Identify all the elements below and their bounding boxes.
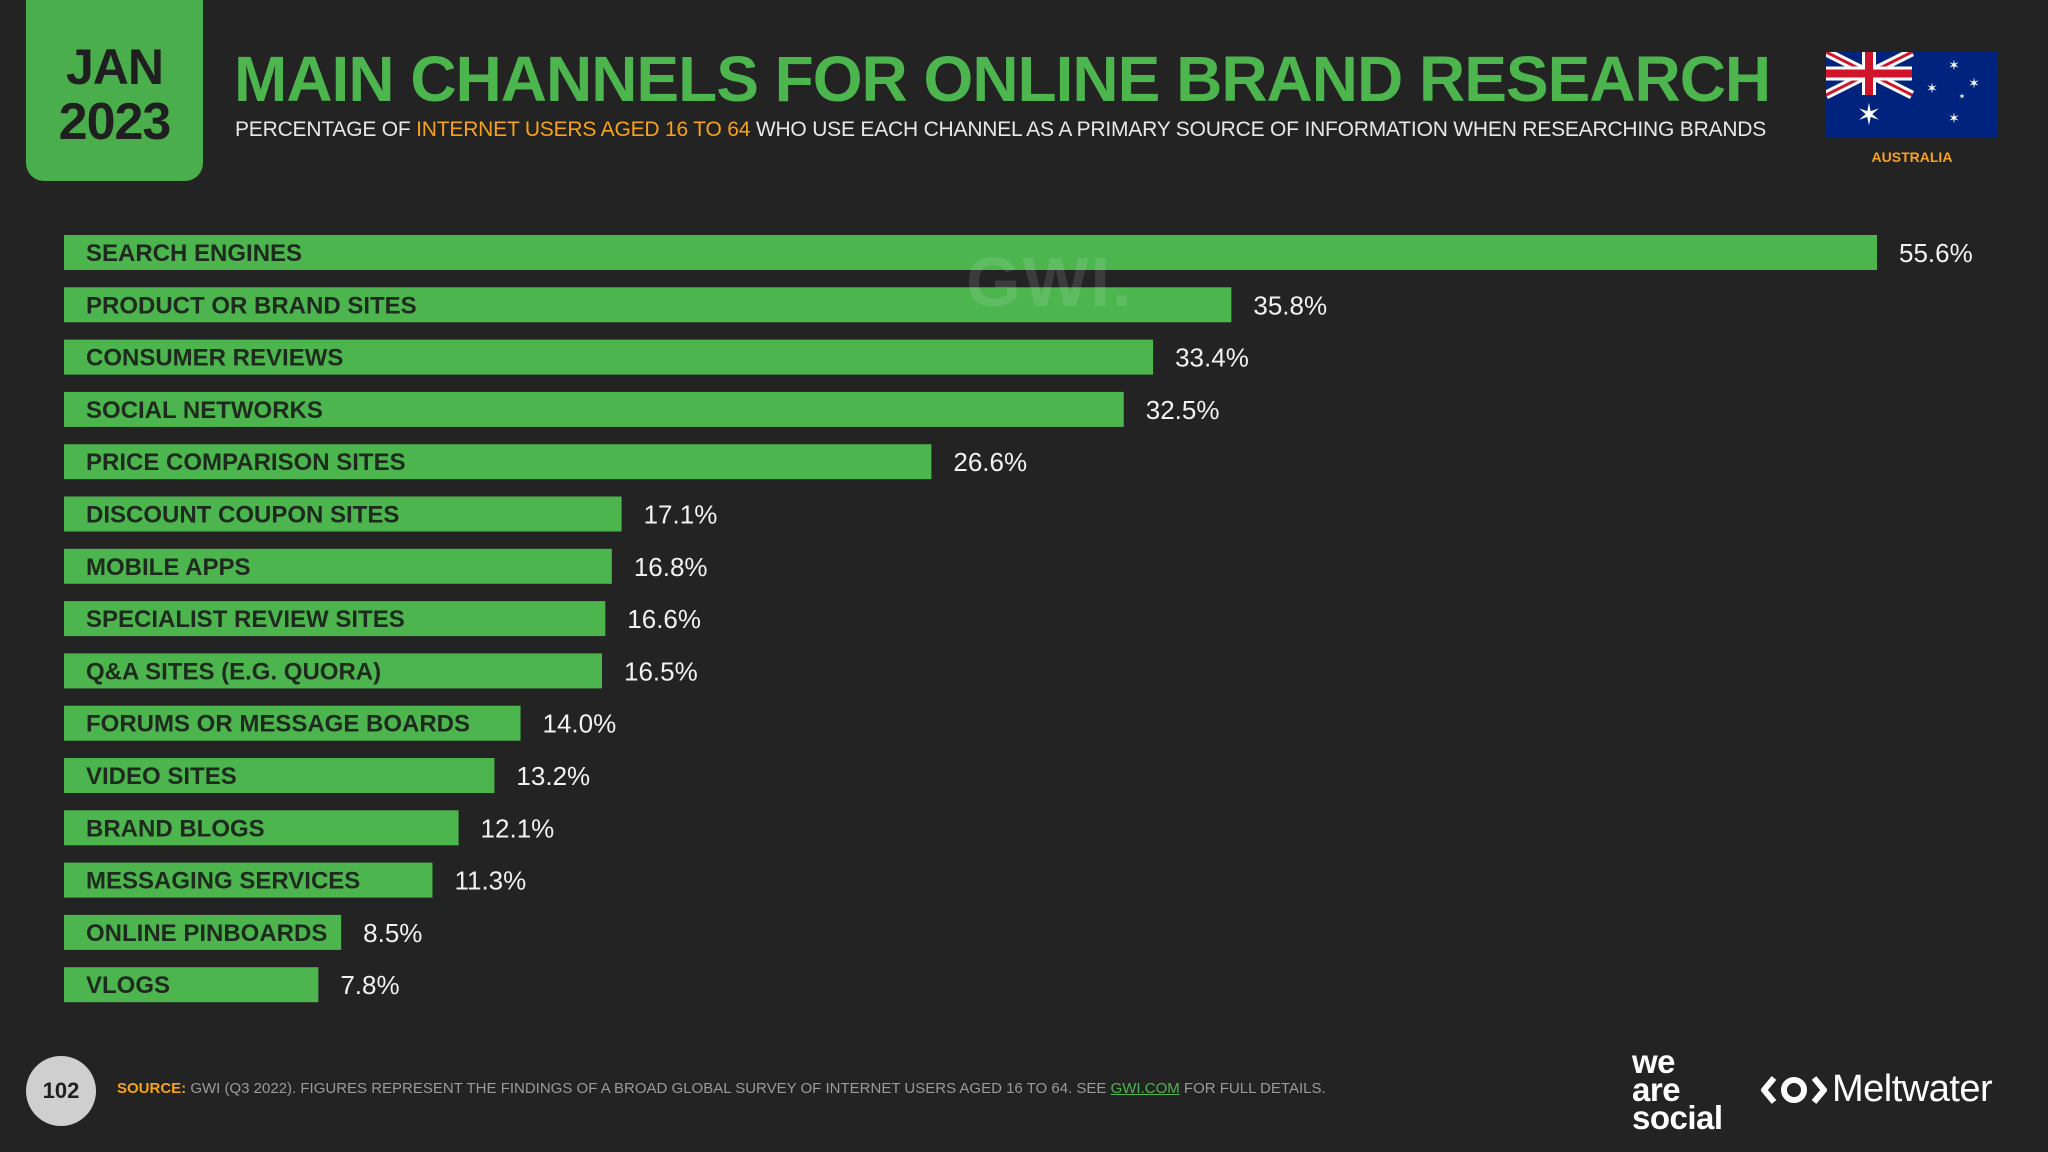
bar-value-label-13: 8.5% <box>363 918 422 948</box>
svg-text:✶: ✶ <box>1948 111 1960 127</box>
bar-value-label-7: 16.6% <box>627 604 701 634</box>
source-link[interactable]: GWI.COM <box>1110 1080 1180 1097</box>
bar-value-label-9: 14.0% <box>543 709 617 739</box>
bar-7 <box>64 601 606 637</box>
bar-category-label-1: PRODUCT OR BRAND SITES <box>86 292 417 319</box>
date-year: 2023 <box>58 92 172 151</box>
page-number: 102 <box>26 1056 96 1126</box>
bar-2 <box>64 339 1154 375</box>
australia-flag-icon: ✶ ✶ ✶ ✶ ✶ ✶ <box>1826 52 1998 138</box>
source-text: GWI (Q3 2022). FIGURES REPRESENT THE FIN… <box>186 1080 1111 1097</box>
bar-value-label-4: 26.6% <box>953 447 1027 477</box>
bar-category-label-12: MESSAGING SERVICES <box>86 868 360 895</box>
svg-text:✶: ✶ <box>1926 81 1938 97</box>
bar-3 <box>64 391 1124 427</box>
bar-value-label-2: 33.4% <box>1175 343 1249 373</box>
meltwater-icon <box>1761 1075 1827 1104</box>
bar-value-label-10: 13.2% <box>516 761 590 791</box>
bar-category-label-3: SOCIAL NETWORKS <box>86 397 323 424</box>
bar-value-label-12: 11.3% <box>454 866 526 896</box>
country-label: AUSTRALIA <box>1871 149 1953 165</box>
bar-5 <box>64 496 622 532</box>
bar-category-label-7: SPECIALIST REVIEW SITES <box>86 606 405 633</box>
bar-11 <box>64 810 459 846</box>
svg-text:✶: ✶ <box>1856 98 1881 133</box>
bar-category-label-9: FORUMS OR MESSAGE BOARDS <box>86 711 470 738</box>
bar-value-label-5: 17.1% <box>644 500 718 530</box>
logo-line-social: social <box>1632 1099 1723 1136</box>
bar-value-label-3: 32.5% <box>1146 395 1220 425</box>
subtitle-highlight: INTERNET USERS AGED 16 TO 64 <box>416 118 751 141</box>
bar-category-label-10: VIDEO SITES <box>86 763 237 790</box>
bar-8 <box>64 653 603 689</box>
svg-text:✶: ✶ <box>1948 58 1960 74</box>
bar-category-label-0: SEARCH ENGINES <box>86 240 302 267</box>
logo-line-we: we <box>1632 1043 1676 1080</box>
bar-value-label-6: 16.8% <box>634 552 708 582</box>
bar-value-label-14: 7.8% <box>340 970 399 1000</box>
we-are-social-logo: we are social <box>1632 1043 1723 1136</box>
bar-category-label-14: VLOGS <box>86 972 170 999</box>
bar-category-label-13: ONLINE PINBOARDS <box>86 920 327 947</box>
bar-value-label-0: 55.6% <box>1899 238 1973 268</box>
bar-12 <box>64 862 433 898</box>
subtitle-post: WHO USE EACH CHANNEL AS A PRIMARY SOURCE… <box>750 118 1767 141</box>
bar-1 <box>64 287 1232 323</box>
bar-value-label-11: 12.1% <box>481 813 555 843</box>
page-subtitle: PERCENTAGE OF INTERNET USERS AGED 16 TO … <box>235 118 1766 142</box>
bar-13 <box>64 914 342 950</box>
source-note: SOURCE: GWI (Q3 2022). FIGURES REPRESENT… <box>117 1080 1326 1097</box>
bar-category-label-11: BRAND BLOGS <box>86 815 265 842</box>
page-title: MAIN CHANNELS FOR ONLINE BRAND RESEARCH <box>234 43 1771 115</box>
bar-category-label-2: CONSUMER REVIEWS <box>86 345 343 372</box>
date-badge: JAN 2023 <box>26 0 203 181</box>
svg-text:✶: ✶ <box>1959 92 1966 101</box>
bar-14 <box>64 967 319 1003</box>
meltwater-wordmark: Meltwater <box>1832 1068 1993 1110</box>
bar-10 <box>64 758 495 793</box>
bar-category-label-6: MOBILE APPS <box>86 554 250 581</box>
bar-9 <box>64 705 521 741</box>
bar-4 <box>64 444 932 480</box>
bar-0 <box>64 235 1877 270</box>
bar-category-label-8: Q&A SITES (E.G. QUORA) <box>86 658 381 685</box>
bar-category-label-5: DISCOUNT COUPON SITES <box>86 502 399 529</box>
logo-line-are: are <box>1632 1071 1681 1108</box>
gwi-watermark: GWI. <box>966 243 1134 321</box>
bar-value-label-8: 16.5% <box>624 656 698 686</box>
source-label: SOURCE: <box>117 1080 187 1097</box>
meltwater-logo: Meltwater <box>1760 1068 1993 1111</box>
bar-category-label-4: PRICE COMPARISON SITES <box>86 449 406 476</box>
svg-text:✶: ✶ <box>1968 76 1980 92</box>
bar-6 <box>64 548 612 584</box>
date-month: JAN <box>65 38 164 95</box>
source-end: FOR FULL DETAILS. <box>1179 1080 1326 1097</box>
bar-value-label-1: 35.8% <box>1253 290 1327 320</box>
subtitle-pre: PERCENTAGE OF <box>235 118 417 141</box>
